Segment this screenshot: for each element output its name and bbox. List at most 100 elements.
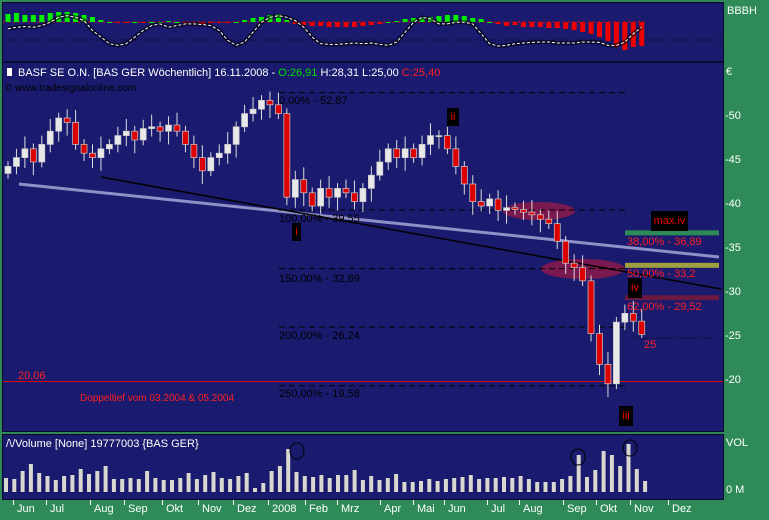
x-tick-label: Jun — [17, 503, 35, 515]
candle-up — [139, 128, 147, 141]
fib-0: 0,00% - 52,87 — [279, 95, 348, 107]
retracement-band — [625, 295, 719, 301]
candle-up — [376, 161, 384, 176]
volume-chart — [4, 439, 648, 492]
volume-bar — [477, 479, 482, 492]
open-value: O:26,91 — [278, 67, 318, 79]
high-value: H:28,31 — [317, 67, 359, 79]
candle-down — [604, 364, 612, 385]
volume-bar — [551, 482, 556, 492]
x-tick — [380, 500, 381, 505]
retracement-50: 50,00% - 33,2 — [627, 268, 696, 280]
currency-label: € — [726, 66, 733, 78]
histogram-bar — [360, 22, 366, 26]
symbol-title: BASF SE O.N. [BAS GER Wöchentlich] 16.11… — [18, 67, 279, 79]
histogram-bar — [377, 22, 383, 24]
candle-down — [452, 148, 460, 167]
y-tick-label: -25 — [725, 330, 741, 342]
x-tick-label: Okt — [166, 503, 184, 515]
close-value: C:25,40 — [398, 67, 441, 79]
candle-down — [266, 100, 274, 106]
candle-down — [444, 135, 451, 150]
volume-bar — [510, 478, 515, 492]
volume-bar — [344, 475, 349, 492]
candle-up — [418, 144, 426, 158]
volume-label: /\/Volume [None] 19777003 {BAS GER} — [6, 438, 199, 450]
candle-down — [156, 126, 164, 132]
wave-ii-label: ii — [447, 108, 459, 126]
candle-down — [596, 333, 603, 365]
volume-bar — [111, 479, 116, 492]
candle-up — [384, 148, 392, 163]
volume-bar — [377, 480, 382, 492]
candle-up — [215, 152, 223, 158]
indicator-label: BBBH — [727, 5, 757, 17]
histogram-bar — [225, 22, 231, 23]
retracement-38: 38,00% - 36,89 — [627, 236, 702, 248]
candle-up — [258, 100, 265, 110]
histogram-bar — [90, 17, 95, 22]
x-tick-label: Feb — [309, 503, 328, 515]
candle-down — [629, 313, 637, 322]
max-iv-label: max.iv — [651, 211, 688, 231]
y-tick-label: -20 — [725, 374, 741, 386]
volume-bar — [402, 482, 407, 492]
histogram-bar — [47, 13, 53, 22]
histogram-bar — [512, 22, 518, 25]
volume-bar — [145, 471, 150, 492]
volume-bar — [45, 476, 50, 492]
candle-up — [97, 148, 105, 158]
x-tick — [668, 500, 669, 505]
candle-up — [224, 144, 232, 154]
x-tick — [487, 500, 488, 505]
volume-panel: /\/Volume [None] 19777003 {BAS GER} — [2, 434, 724, 500]
histogram-bar — [242, 20, 248, 22]
candle-down — [131, 130, 139, 141]
candle-up — [613, 321, 620, 385]
x-tick-label: Dez — [672, 503, 692, 515]
x-tick — [305, 500, 306, 505]
candle-up — [503, 207, 510, 211]
candle-up — [435, 135, 443, 137]
histogram-bar — [30, 15, 36, 22]
volume-bar — [535, 482, 540, 492]
indicator-chart — [3, 12, 723, 50]
candle-up — [21, 148, 29, 158]
fib-200: 200,00% - 26,24 — [279, 330, 360, 342]
histogram-bar — [504, 22, 510, 26]
volume-bar — [87, 474, 91, 492]
histogram-bar — [132, 22, 138, 23]
x-tick-label: Mai — [417, 503, 435, 515]
x-tick — [13, 500, 14, 505]
volume-bar — [178, 478, 183, 492]
candle-up — [148, 126, 155, 129]
retracement-band — [625, 230, 719, 236]
volume-bar — [443, 479, 448, 492]
volume-axis-bottom: 0 M — [726, 484, 745, 496]
volume-bar — [161, 480, 166, 492]
x-tick-label: Nov — [634, 503, 654, 515]
histogram-bar — [351, 22, 357, 27]
wave-i-label: i — [292, 223, 301, 241]
price-panel: BASF SE O.N. [BAS GER Wöchentlich] 16.11… — [2, 62, 724, 432]
volume-bar — [634, 469, 639, 492]
candle-down — [562, 240, 570, 264]
histogram-bar — [318, 22, 324, 26]
histogram-bar — [419, 18, 425, 22]
histogram-bar — [385, 22, 391, 23]
x-tick-label: Jul — [50, 503, 65, 515]
candle-up — [241, 113, 248, 128]
volume-bar — [526, 479, 531, 492]
histogram-bar — [301, 22, 307, 25]
support-label: 20,06 — [18, 370, 46, 382]
volume-bar — [228, 479, 233, 492]
candle-up — [291, 179, 299, 198]
volume-bar — [286, 449, 291, 492]
volume-bar — [62, 476, 67, 492]
histogram-bar — [149, 22, 155, 23]
y-tick-label: -50 — [725, 110, 741, 122]
x-tick-label: Dez — [237, 503, 257, 515]
volume-bar — [37, 473, 42, 492]
candle-down — [308, 192, 316, 207]
volume-bar — [211, 472, 216, 492]
